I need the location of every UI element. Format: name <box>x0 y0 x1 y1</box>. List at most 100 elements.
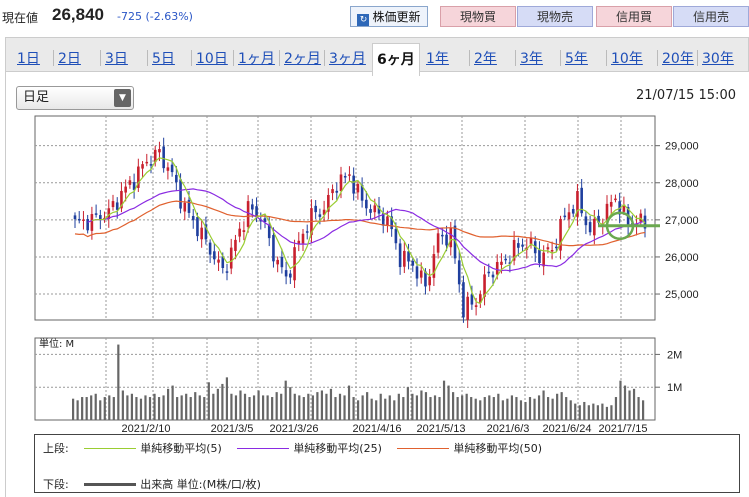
tab-3[interactable]: 5日 <box>152 51 175 67</box>
ma5-line <box>91 157 646 305</box>
volume-bar <box>352 397 355 420</box>
x-tick-label: 2021/2/10 <box>122 423 171 435</box>
interval-select[interactable]: 日足 ▼ <box>16 86 134 110</box>
volume-bar <box>81 397 84 420</box>
refresh-icon: ↻ <box>357 14 370 26</box>
cash-buy-button[interactable]: 現物買 <box>440 6 516 27</box>
candle-body <box>305 231 309 233</box>
volume-bar <box>320 390 324 420</box>
candle-body <box>521 244 524 247</box>
volume-bar <box>393 400 396 420</box>
x-tick-label: 2021/3/26 <box>270 423 319 435</box>
volume-bar <box>479 400 482 420</box>
current-price-label: 現在値 <box>2 11 39 25</box>
candle-body <box>597 215 600 223</box>
tab-6[interactable]: 2ヶ月 <box>284 51 321 67</box>
tab-13[interactable]: 10年 <box>611 51 643 67</box>
volume-bar <box>565 397 568 420</box>
tab-separator <box>657 50 658 66</box>
volume-bar <box>357 400 360 420</box>
candle-body <box>267 225 271 239</box>
candle-body <box>609 201 613 207</box>
legend-volume: 出来高 単位:(M株/口/枚) <box>140 478 261 491</box>
volume-bar <box>447 385 450 420</box>
x-tick-label: 2021/5/13 <box>417 423 466 435</box>
volume-bar <box>225 377 229 420</box>
volume-bar <box>601 403 604 420</box>
volume-bar <box>388 395 391 420</box>
tab-11[interactable]: 3年 <box>520 51 543 67</box>
candle-body <box>175 174 178 183</box>
volume-bar <box>547 397 550 420</box>
candle-body <box>82 219 85 221</box>
volume-bar <box>420 390 423 420</box>
tab-separator <box>697 50 698 66</box>
candle-body <box>162 146 165 169</box>
tab-separator <box>560 50 561 66</box>
candle-body <box>504 258 507 261</box>
chevron-down-icon[interactable]: ▼ <box>114 89 131 107</box>
volume-bar <box>596 405 599 420</box>
volume-bar <box>284 380 287 420</box>
candle-body <box>398 243 402 268</box>
volume-bar <box>379 393 382 420</box>
candle-body <box>563 215 567 218</box>
tab-0[interactable]: 1日 <box>17 51 40 67</box>
candle-body <box>538 249 541 264</box>
tab-5[interactable]: 1ヶ月 <box>238 51 275 67</box>
candle-body <box>191 216 195 221</box>
tab-15[interactable]: 30年 <box>702 51 734 67</box>
margin-buy-button[interactable]: 信用買 <box>596 6 672 27</box>
volume-bar <box>614 397 618 420</box>
candle-body <box>187 199 191 213</box>
volume-bar <box>519 400 523 420</box>
tab-8[interactable]: 6ヶ月 <box>372 43 420 76</box>
candle-body <box>204 224 208 240</box>
tab-9[interactable]: 1年 <box>426 51 449 67</box>
legend-upper-label: 上段: <box>43 442 69 455</box>
candle-body <box>179 179 182 209</box>
current-price-marker-circle <box>605 211 635 241</box>
volume-bar <box>139 398 143 420</box>
volume-bar <box>347 385 351 420</box>
candle-body <box>229 247 233 269</box>
legend-ma50-swatch <box>397 448 450 449</box>
candle-body <box>483 274 486 297</box>
candle-body <box>293 247 296 281</box>
tab-10[interactable]: 2年 <box>474 51 497 67</box>
tab-14[interactable]: 20年 <box>662 51 694 67</box>
candle-body <box>432 254 436 278</box>
tab-1[interactable]: 2日 <box>58 51 81 67</box>
volume-bar <box>248 397 251 420</box>
candle-body <box>403 250 406 267</box>
cash-sell-button[interactable]: 現物売 <box>517 6 593 27</box>
volume-bar <box>266 395 269 420</box>
volume-bar <box>135 397 138 420</box>
candle-body <box>322 209 326 215</box>
volume-bar <box>474 398 477 420</box>
tab-7[interactable]: 3ヶ月 <box>329 51 366 67</box>
volume-tick-label: 2M <box>667 349 682 361</box>
price-plot-frame <box>34 115 656 321</box>
volume-bar <box>148 397 152 420</box>
candle-body <box>441 234 444 237</box>
volume-bar <box>212 393 215 420</box>
volume-bar <box>157 397 161 420</box>
volume-bar <box>506 398 509 420</box>
candle-body <box>643 215 647 229</box>
tab-2[interactable]: 3日 <box>105 51 128 67</box>
candle-body <box>428 276 431 286</box>
margin-sell-button[interactable]: 信用売 <box>673 6 749 27</box>
candle-body <box>386 216 389 226</box>
legend-ma5: 単純移動平均(5) <box>140 442 222 455</box>
volume-bar <box>185 393 188 420</box>
candle-body <box>318 214 322 217</box>
candle-body <box>234 239 237 251</box>
tab-4[interactable]: 10日 <box>196 51 228 67</box>
candle-body <box>466 296 469 320</box>
refresh-price-button[interactable]: ↻ 株価更新 <box>350 6 428 27</box>
tab-12[interactable]: 5年 <box>565 51 588 67</box>
candle-body <box>593 218 596 236</box>
candle-body <box>508 262 512 264</box>
volume-bar <box>592 403 595 420</box>
